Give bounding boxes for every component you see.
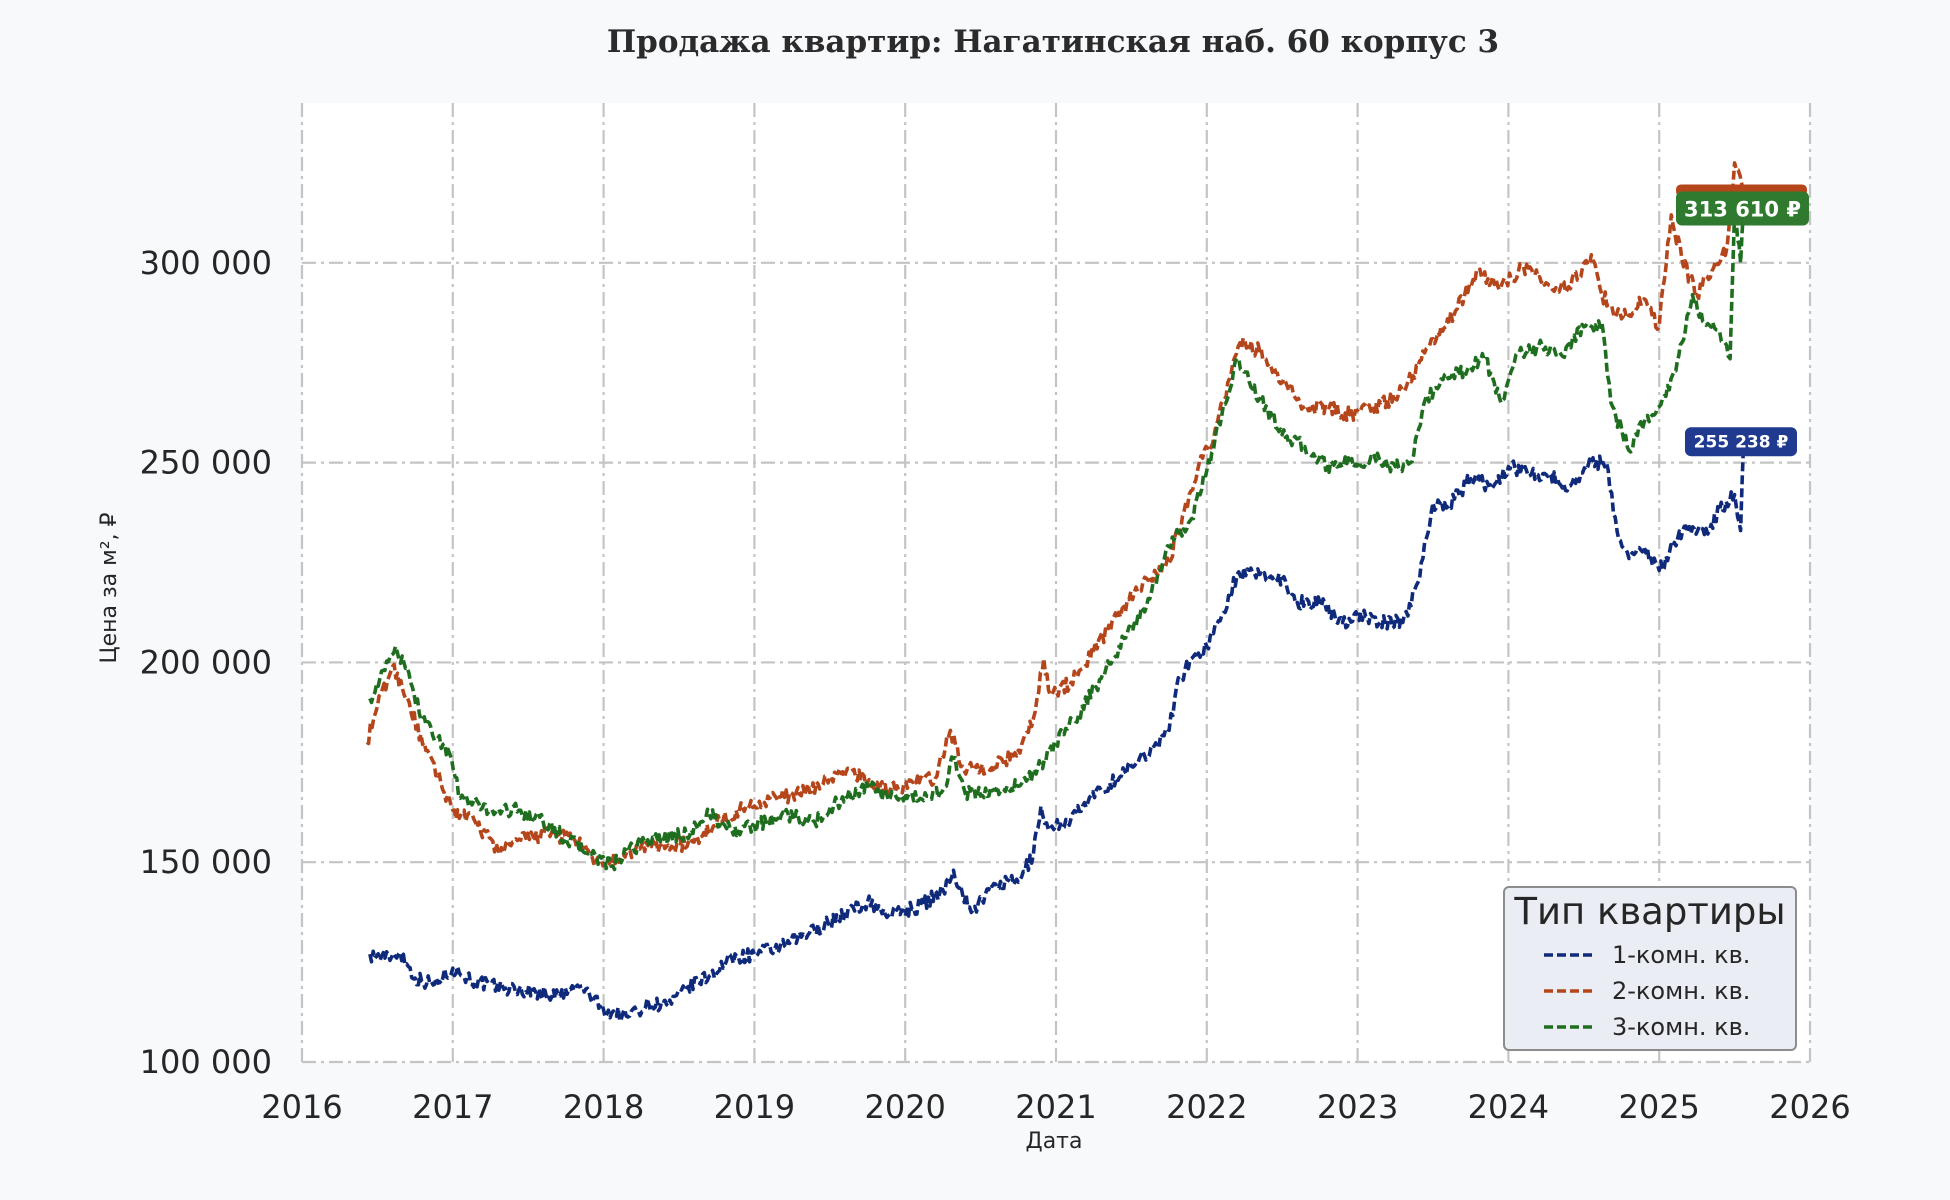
- x-tick-label: 2016: [261, 1088, 342, 1126]
- x-tick-label: 2025: [1618, 1088, 1699, 1126]
- end-value-labels: 255 238 ₽ 313 610 ₽: [1676, 184, 1809, 457]
- series-line: [368, 208, 1746, 872]
- end-label-box: [1676, 191, 1809, 226]
- x-tick-label: 2023: [1317, 1088, 1398, 1126]
- y-axis-tick-labels: 100 000 150 000 200 000 250 000 300 000: [140, 244, 272, 1081]
- end-value-label: 255 238 ₽: [1694, 433, 1789, 453]
- end-value-label: 313 610 ₽: [1684, 197, 1801, 221]
- x-tick-label: 2026: [1769, 1088, 1850, 1126]
- y-tick-label: 100 000: [140, 1043, 272, 1081]
- series-lines: [365, 161, 1746, 1023]
- legend-entry-label: 1-комн. кв.: [1612, 941, 1750, 969]
- legend-title: Тип квартиры: [1513, 890, 1785, 933]
- x-tick-label: 2021: [1015, 1088, 1096, 1126]
- y-tick-label: 200 000: [140, 643, 272, 681]
- x-tick-label: 2019: [714, 1088, 795, 1126]
- y-tick-label: 300 000: [140, 244, 272, 282]
- legend-box: [1503, 886, 1797, 1051]
- x-tick-label: 2017: [412, 1088, 493, 1126]
- x-axis-tick-labels: 2016 2017 2018 2019 2020 2021 2022 2023 2024 2025…: [261, 1088, 1850, 1126]
- y-axis-label: Цена за м², ₽: [97, 512, 122, 663]
- end-label-box: [1685, 427, 1797, 457]
- legend-entry-label: 3-комн. кв.: [1612, 1013, 1750, 1041]
- y-tick-label: 250 000: [140, 444, 272, 482]
- x-tick-label: 2024: [1468, 1088, 1549, 1126]
- chart-title: Продажа квартир: Нагатинская наб. 60 кор…: [607, 24, 1499, 60]
- series-line: [368, 441, 1746, 1023]
- x-tick-label: 2020: [864, 1088, 945, 1126]
- y-tick-label: 150 000: [140, 843, 272, 881]
- legend-entry-label: 2-комн. кв.: [1612, 977, 1750, 1005]
- legend: Тип квартиры 1-комн. кв. 2-комн. кв. 3-ком…: [1503, 886, 1797, 1051]
- grid-lines: [300, 103, 1812, 1064]
- x-tick-label: 2018: [563, 1088, 644, 1126]
- x-tick-label: 2022: [1166, 1088, 1247, 1126]
- x-axis-label: Дата: [1026, 1129, 1083, 1154]
- legend-items: 1-комн. кв. 2-комн. кв. 3-комн. кв.: [1544, 941, 1750, 1041]
